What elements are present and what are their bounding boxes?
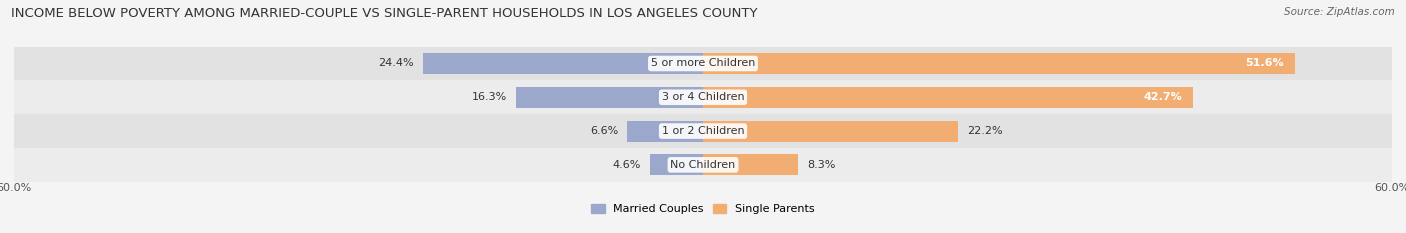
Text: 4.6%: 4.6% [613,160,641,170]
Bar [423,53,703,74]
Bar [14,80,1392,114]
Text: 22.2%: 22.2% [967,126,1002,136]
Bar [627,121,703,141]
Text: Source: ZipAtlas.com: Source: ZipAtlas.com [1284,7,1395,17]
Text: 6.6%: 6.6% [589,126,619,136]
Bar [703,121,957,141]
Bar [14,114,1392,148]
Bar [14,47,1392,80]
Text: 1 or 2 Children: 1 or 2 Children [662,126,744,136]
Text: 16.3%: 16.3% [471,92,506,102]
Text: 8.3%: 8.3% [807,160,835,170]
Text: 24.4%: 24.4% [378,58,413,69]
Bar [650,154,703,175]
Bar [703,154,799,175]
Bar [703,87,1194,108]
Legend: Married Couples, Single Parents: Married Couples, Single Parents [592,204,814,214]
Bar [516,87,703,108]
Text: INCOME BELOW POVERTY AMONG MARRIED-COUPLE VS SINGLE-PARENT HOUSEHOLDS IN LOS ANG: INCOME BELOW POVERTY AMONG MARRIED-COUPL… [11,7,758,20]
Text: 5 or more Children: 5 or more Children [651,58,755,69]
Text: 51.6%: 51.6% [1246,58,1284,69]
Bar [14,148,1392,182]
Text: 3 or 4 Children: 3 or 4 Children [662,92,744,102]
Text: No Children: No Children [671,160,735,170]
Text: 42.7%: 42.7% [1143,92,1182,102]
Bar [703,53,1295,74]
